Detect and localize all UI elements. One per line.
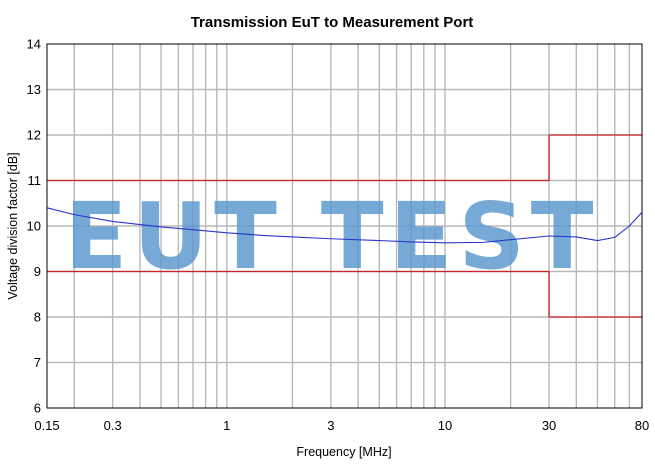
x-tick-label: 3 xyxy=(327,418,334,433)
y-tick-label: 10 xyxy=(27,219,41,234)
chart-title: Transmission EuT to Measurement Port xyxy=(191,14,474,31)
watermark-layer: EUT TEST xyxy=(65,183,600,290)
x-tick-label: 0.3 xyxy=(104,418,122,433)
y-tick-label: 8 xyxy=(34,310,41,325)
x-tick-label: 1 xyxy=(223,418,230,433)
series-line-1 xyxy=(47,134,642,182)
y-tick-label: 9 xyxy=(34,264,41,279)
y-tick-label: 6 xyxy=(34,401,41,416)
x-tick-label: 0.15 xyxy=(34,418,59,433)
y-tick-label: 7 xyxy=(34,355,41,370)
watermark-text: EUT TEST xyxy=(65,183,600,290)
y-tick-label: 12 xyxy=(27,128,41,143)
x-axis-label: Frequency [MHz] xyxy=(296,445,391,459)
x-tick-label: 30 xyxy=(542,418,556,433)
plot-frame xyxy=(46,43,643,409)
x-tick-label: 80 xyxy=(635,418,649,433)
y-tick-label: 14 xyxy=(27,37,41,52)
series-line-2 xyxy=(47,270,642,318)
y-tick-label: 11 xyxy=(28,173,42,188)
series-layer xyxy=(46,134,643,318)
y-tick-label: 13 xyxy=(27,82,41,97)
y-axis-label: Voltage division factor [dB] xyxy=(6,152,20,299)
x-tick-label: 10 xyxy=(438,418,452,433)
series-line-0 xyxy=(46,207,643,244)
